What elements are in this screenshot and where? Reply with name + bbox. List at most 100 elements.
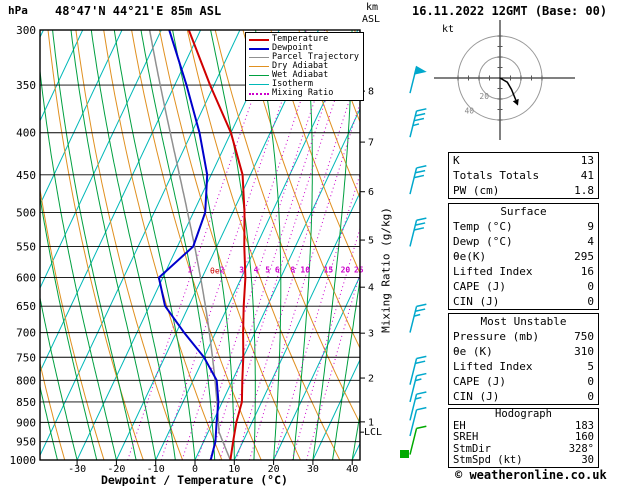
km-tick-label: 6 (368, 187, 374, 198)
pressure-tick-label: 550 (16, 240, 36, 253)
lcl-label: LCL (364, 427, 382, 438)
mixing-ratio-labels: 1 2 3 4 5 6 8 10 15 20 25 (188, 266, 364, 275)
legend-label: Dewpoint (272, 43, 313, 53)
pressure-tick-label: 450 (16, 169, 36, 182)
stat-label: StmSpd (kt) (453, 454, 523, 466)
km-tick-label: 4 (368, 283, 374, 294)
legend-item: Wet Adiabat (249, 71, 361, 80)
table-row: CIN (J) 0 (449, 294, 598, 309)
stat-label: Totals Totals (453, 169, 540, 182)
pressure-tick-label: 900 (16, 416, 36, 429)
hodograph-chart: 20 40 kt (434, 20, 575, 140)
legend-item: Temperature (249, 35, 361, 44)
table-title: Hodograph (495, 408, 552, 420)
pressure-axis-labels: 300 350 400 450 500 550 600 650 700 750 800 850 900 9… (10, 24, 37, 467)
mixing-ratio-label: 2 (220, 266, 225, 275)
hodograph-table: Hodograph EH 183 SREH 160 StmDir 328° StmSpd (k… (448, 408, 599, 468)
legend-label: Wet Adiabat (272, 70, 329, 80)
stat-value: 9 (587, 220, 594, 233)
legend: Temperature Dewpoint Parcel Trajectory Dry … (245, 32, 364, 101)
temp-tick-label: 20 (268, 464, 280, 475)
wind-barb (409, 406, 427, 437)
stat-value: 328° (568, 442, 594, 455)
legend-item: Dewpoint (249, 44, 361, 53)
stat-label: CAPE (J) (453, 280, 506, 293)
stat-value: 1.8 (574, 184, 594, 197)
legend-swatch (249, 57, 269, 58)
pressure-tick-label: 950 (16, 436, 36, 449)
temp-axis-labels: -30 -20 -10 0 10 20 30 40 (68, 464, 358, 475)
wind-barb (409, 303, 427, 333)
km-tick-label: 8 (368, 87, 374, 98)
mixing-ratio-label: 3 (239, 266, 244, 275)
skewt-chart: 3003504004505005506006507007508008509009… (10, 24, 427, 475)
legend-swatch (249, 47, 269, 50)
mixing-ratio-label: 5 (265, 266, 270, 275)
legend-swatch (249, 92, 269, 95)
altitude-axis-title-km: km (366, 2, 379, 13)
stat-value: 30 (581, 454, 594, 466)
temp-tick-label: 10 (228, 464, 240, 475)
table-row: SREH 160 (449, 431, 598, 444)
altitude-axis-ticks (360, 90, 365, 423)
altitude-axis-labels: 1 2 3 4 5 6 7 8 (368, 87, 374, 429)
hodograph-ring-label: 20 (479, 92, 489, 101)
table-row: CAPE (J) 0 (449, 374, 598, 389)
wind-barb (409, 108, 427, 138)
temp-tick-label: 40 (346, 464, 358, 475)
stat-label: EH (453, 419, 466, 432)
pressure-axis-title: hPa (8, 4, 28, 17)
mixing-ratio-label: 1 (188, 266, 193, 275)
temperature-curve (187, 30, 247, 460)
table-row: PW (cm) 1.8 (449, 183, 598, 198)
table-row: CAPE (J) 0 (449, 279, 598, 294)
pressure-tick-label: 350 (16, 79, 36, 92)
temp-tick-label: 0 (192, 464, 198, 475)
stat-label: CIN (J) (453, 295, 500, 308)
legend-label: Dry Adiabat (272, 61, 329, 71)
km-tick-label: 2 (368, 374, 374, 385)
hodograph-ring-label: 40 (464, 107, 474, 116)
pressure-tick-label: 300 (16, 24, 36, 37)
stat-value: 5 (587, 360, 594, 373)
stat-label: CIN (J) (453, 390, 500, 403)
datetime-title: 16.11.2022 12GMT (Base: 00) (412, 4, 608, 18)
temp-tick-label: -20 (107, 464, 125, 475)
pressure-tick-label: 800 (16, 374, 36, 387)
table-row: Lifted Index 16 (449, 264, 598, 279)
wind-barbs (409, 65, 427, 455)
table-row: Temp (°C) 9 (449, 219, 598, 234)
temp-axis-ticks (76, 460, 353, 465)
temp-axis-title: Dewpoint / Temperature (°C) (101, 473, 288, 486)
stat-label: Dewp (°C) (453, 235, 513, 248)
hodograph-arrow (512, 98, 519, 106)
km-tick-label: 3 (368, 329, 374, 340)
mixing-ratio-label: 4 (254, 266, 259, 275)
mixing-ratio-axis-title: Mixing Ratio (g/kg) (379, 207, 393, 333)
stat-value: 13 (580, 154, 594, 167)
wind-barb (409, 217, 427, 247)
stat-value: 160 (575, 431, 594, 443)
pressure-tick-label: 500 (16, 206, 36, 219)
table-row: Totals Totals 41 (449, 168, 598, 183)
station-title: 48°47'N 44°21'E 85m ASL (55, 4, 222, 18)
table-row: θe (K) 310 (449, 344, 598, 359)
legend-label: Mixing Ratio (272, 88, 334, 98)
pressure-tick-label: 400 (16, 127, 36, 140)
stat-value: 750 (574, 330, 594, 343)
stat-label: Temp (°C) (453, 220, 513, 233)
stat-value: 0 (587, 280, 594, 293)
hodograph-trace (499, 77, 517, 101)
stat-value: 16 (580, 265, 594, 278)
pressure-tick-label: 750 (16, 351, 36, 364)
table-row: Dewp (°C) 4 (449, 234, 598, 249)
stat-value: 295 (574, 250, 594, 263)
altitude-axis-title-asl: ASL (362, 14, 381, 25)
mixing-ratio-label: 15 (324, 266, 334, 275)
mixing-ratio-label: 10 (300, 266, 310, 275)
mixing-ratio-label: 25 (354, 266, 364, 275)
temp-tick-label: -30 (68, 464, 86, 475)
legend-label: Parcel Trajectory (272, 52, 359, 62)
pressure-tick-label: 850 (16, 396, 36, 409)
wind-barb (409, 165, 427, 195)
